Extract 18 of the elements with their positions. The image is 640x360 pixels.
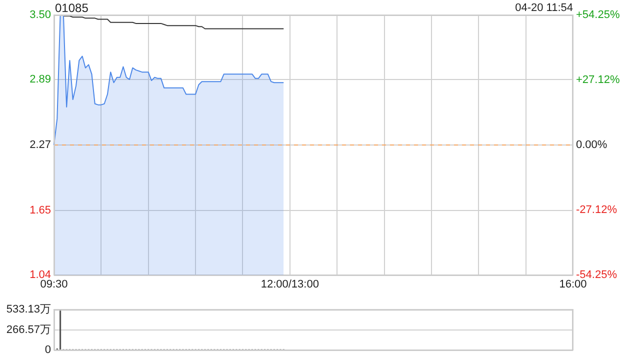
y-tick-label: 2.89	[30, 74, 51, 86]
y-tick-label: 266.57万	[6, 324, 51, 336]
x-tick-label: 09:30	[40, 278, 68, 291]
y-tick-label: 3.50	[30, 9, 51, 22]
y-tick-label: 1.04	[30, 269, 51, 282]
y2-tick-label: +27.12%	[576, 74, 620, 86]
y2-tick-label: +54.25%	[576, 9, 620, 22]
y-tick-label: 533.13万	[6, 304, 51, 316]
y-tick-label: 0	[44, 344, 51, 356]
y2-tick-label: -27.12%	[576, 204, 618, 216]
x-tick-label: 16:00	[559, 278, 587, 291]
chart-title: 01085	[55, 1, 88, 15]
y2-tick-label: 0.00%	[576, 139, 608, 152]
y2-tick-label: -54.25%	[576, 269, 618, 282]
text: 04-20 11:54	[515, 2, 573, 14]
y-tick-label: 1.65	[30, 204, 51, 217]
x-tick-label: 12:00/13:00	[260, 278, 319, 291]
y-tick-label: 2.27	[30, 139, 51, 152]
